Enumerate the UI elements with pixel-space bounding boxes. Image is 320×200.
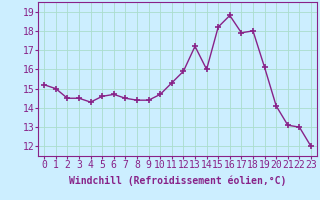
- X-axis label: Windchill (Refroidissement éolien,°C): Windchill (Refroidissement éolien,°C): [69, 176, 286, 186]
